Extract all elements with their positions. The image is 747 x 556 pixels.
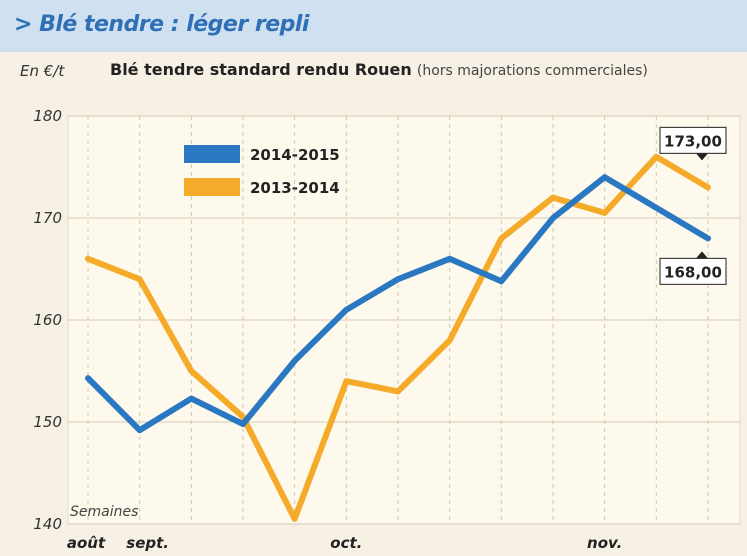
x-tick-label: sept. <box>126 534 169 552</box>
callout-pointer <box>696 153 708 161</box>
callout-label: 173,00 <box>664 132 722 150</box>
x-tick-label: nov. <box>587 534 622 552</box>
callout-pointer <box>696 251 708 259</box>
x-tick-label: août <box>67 534 106 552</box>
y-axis-unit-label: En €/t <box>20 62 65 80</box>
legend-swatch <box>184 145 240 163</box>
callout-label: 168,00 <box>664 263 722 281</box>
y-tick-label: 180 <box>33 107 62 125</box>
legend-swatch <box>184 178 240 196</box>
chart-title-row: Blé tendre standard rendu Rouen (hors ma… <box>110 60 648 79</box>
y-tick-label: 140 <box>33 515 62 533</box>
value-callouts: 173,00 168,00 <box>659 126 727 285</box>
series-line <box>85 174 711 434</box>
y-axis-ticks: 180 170 160 150 140 <box>33 107 62 533</box>
callout-box <box>659 257 727 285</box>
callout-box <box>659 126 727 155</box>
x-axis-label: Semaines <box>70 504 138 520</box>
x-axis-ticks: août sept. oct. nov. <box>67 534 622 552</box>
series-line <box>85 153 711 522</box>
grid-lines <box>68 115 740 525</box>
y-tick-label: 160 <box>33 311 62 329</box>
series-lines <box>85 153 711 522</box>
legend-label: 2013-2014 <box>250 179 340 197</box>
y-tick-label: 170 <box>33 209 62 227</box>
chart-subtitle: (hors majorations commerciales) <box>416 63 648 79</box>
chart-title: Blé tendre standard rendu Rouen <box>110 60 412 79</box>
y-tick-label: 150 <box>33 413 62 431</box>
header-band <box>0 0 747 52</box>
x-tick-label: oct. <box>330 534 362 552</box>
page-title: > Blé tendre : léger repli <box>14 12 309 37</box>
legend: 2014-2015 2013-2014 <box>184 145 340 197</box>
legend-label: 2014-2015 <box>250 146 340 164</box>
